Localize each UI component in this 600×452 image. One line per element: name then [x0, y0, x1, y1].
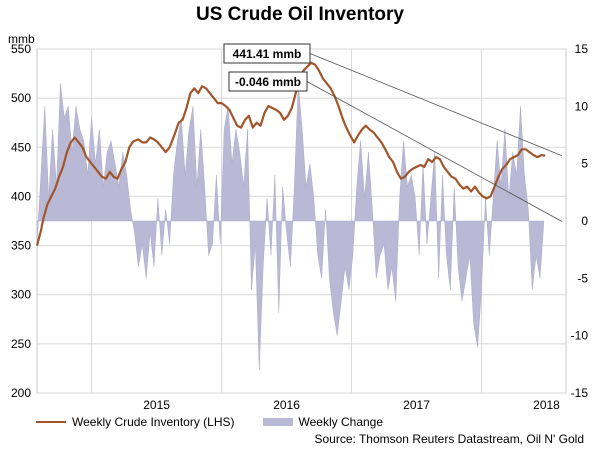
right-tick-label: -10: [571, 329, 589, 343]
right-tick-label: -5: [577, 271, 588, 285]
legend-swatch-weekly-change: [262, 417, 293, 426]
right-tick-label: 15: [575, 42, 589, 56]
left-tick-label: 500: [11, 91, 31, 105]
weekly-change-series: [36, 83, 545, 371]
annotation-box: [223, 43, 311, 64]
left-axis-unit: mmb: [8, 32, 35, 46]
annotation-box: [228, 71, 308, 92]
trend-line: [306, 81, 563, 222]
annotation-label: -0.046 mmb: [235, 75, 301, 89]
inventory-series: [35, 61, 546, 246]
legend-swatch-inventory: [36, 420, 66, 423]
left-tick-label: 250: [11, 337, 31, 351]
right-tick-label: 5: [581, 157, 588, 171]
legend-label-weekly-change: Weekly Change: [298, 414, 384, 429]
trend-line: [309, 53, 563, 157]
x-tick-label: 2017: [403, 398, 430, 412]
left-tick-label: 200: [11, 386, 31, 400]
legend: Weekly Crude Inventory (LHS) Weekly Chang…: [36, 414, 383, 429]
right-tick-label: -15: [571, 386, 589, 400]
x-tick-label: 2018: [533, 398, 560, 412]
left-tick-label: 300: [11, 288, 31, 302]
annotation-label: 441.41 mmb: [233, 47, 302, 61]
right-tick-label: 10: [575, 99, 589, 113]
x-tick-label: 2016: [273, 398, 300, 412]
source-note: Source: Thomson Reuters Datastream, Oil …: [314, 432, 584, 446]
inventory-line: [35, 61, 546, 246]
left-tick-label: 400: [11, 189, 31, 203]
left-tick-label: 450: [11, 140, 31, 154]
left-tick-label: 350: [11, 239, 31, 253]
annotations: 441.41 mmb -0.046 mmb: [223, 43, 563, 222]
left-tick-label: 550: [11, 42, 31, 56]
right-tick-label: 0: [581, 214, 588, 228]
axes: 2015 2016 2017 2018 200 250 300 350 400 450 500 550…: [8, 32, 588, 412]
chart-title: US Crude Oil Inventory: [196, 4, 404, 25]
legend-label-inventory: Weekly Crude Inventory (LHS): [72, 414, 235, 429]
weekly-change-area: [36, 83, 545, 371]
x-tick-label: 2015: [143, 398, 170, 412]
